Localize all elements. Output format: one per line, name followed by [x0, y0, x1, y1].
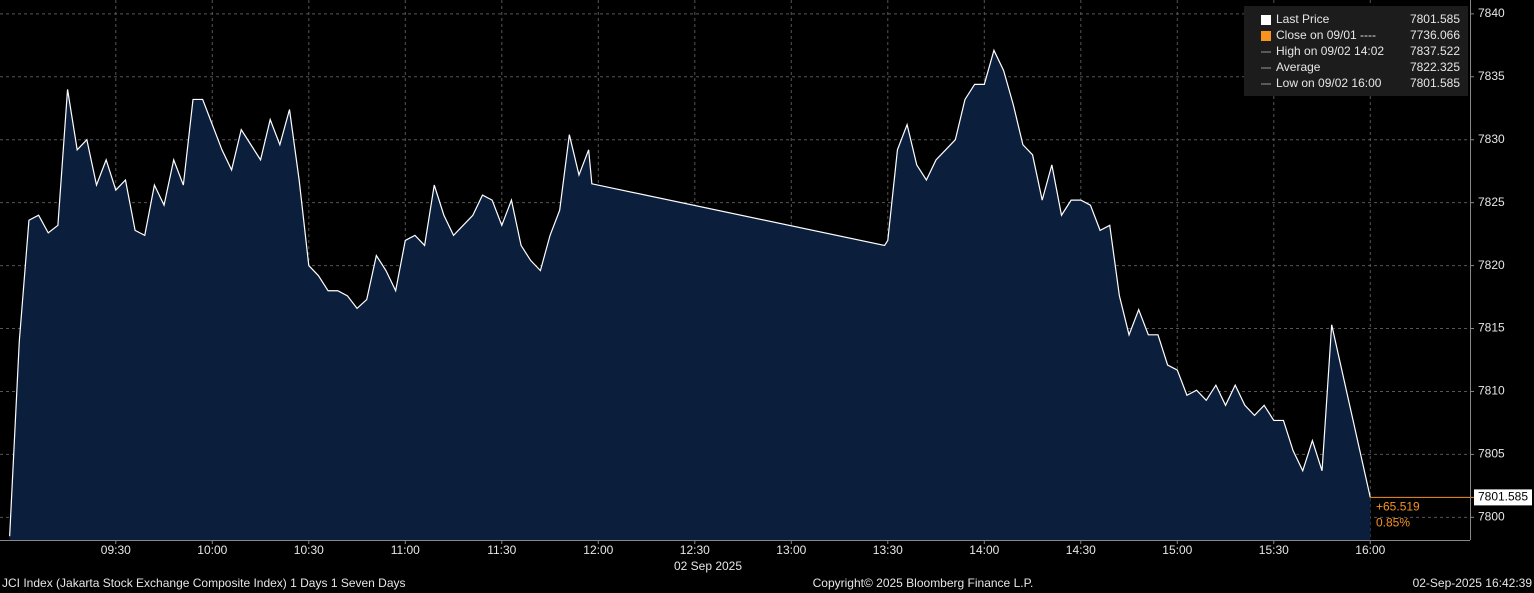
y-tick-label: 7835: [1478, 69, 1505, 83]
last-price-box: [1474, 489, 1532, 506]
y-tick-label: 7810: [1478, 384, 1505, 398]
axes: 7800 7805 7810 7815 7820 7825 7830 7835 7840 09:3…: [101, 6, 1532, 557]
x-tick-label: 15:00: [1162, 543, 1192, 557]
legend-icon: [1261, 15, 1271, 25]
y-tick-label: 7815: [1478, 321, 1505, 335]
legend-label: Low on 09/02 16:00: [1276, 76, 1382, 90]
x-tick-label: 10:30: [294, 543, 324, 557]
legend-label: High on 09/02 14:02: [1276, 44, 1384, 58]
x-tick-label: 12:30: [680, 543, 710, 557]
legend-value: 7801.585: [1410, 12, 1460, 26]
x-tick-label: 14:30: [1066, 543, 1096, 557]
area: [9, 50, 1371, 540]
legend-value: 7837.522: [1410, 44, 1460, 58]
x-tick-label: 11:00: [391, 543, 420, 557]
line: [9, 48, 1371, 537]
x-tick-label: 10:00: [197, 543, 227, 557]
footer-center: Copyright© 2025 Bloomberg Finance L.P.: [813, 576, 1034, 590]
x-tick-label: 15:30: [1259, 543, 1289, 557]
change-label: +65.519: [1376, 500, 1420, 514]
legend-value: 7801.585: [1410, 76, 1460, 90]
y-tick-label: 7820: [1478, 258, 1505, 272]
y-tick-label: 7830: [1478, 132, 1505, 146]
legend-label: Last Price: [1276, 12, 1330, 26]
footer-right: 02-Sep-2025 16:42:39: [1413, 576, 1533, 590]
last-price-label: 7801.585: [1478, 490, 1528, 504]
legend-box: [1244, 6, 1468, 96]
y-tick-label: 7805: [1478, 447, 1505, 461]
legend: Last Price 7801.585 Close on 09/01 ---- 773…: [1244, 6, 1468, 96]
legend-label: Average: [1276, 60, 1321, 74]
change-pct-label: 0.85%: [1376, 516, 1410, 530]
footer-left: JCI Index (Jakarta Stock Exchange Compos…: [2, 576, 406, 590]
x-tick-label: 09:30: [101, 543, 131, 557]
legend-value: 7736.066: [1410, 28, 1460, 42]
x-axis-label: 02 Sep 2025: [674, 559, 742, 573]
legend-icon: [1261, 31, 1271, 41]
plot: [9, 48, 1474, 540]
x-tick-label: 13:00: [776, 543, 806, 557]
legend-value: 7822.325: [1410, 60, 1460, 74]
y-tick-label: 7800: [1478, 510, 1505, 524]
y-tick-label: 7840: [1478, 6, 1505, 20]
x-tick-label: 12:00: [583, 543, 613, 557]
x-tick-label: 14:00: [969, 543, 999, 557]
x-tick-label: 13:30: [873, 543, 903, 557]
y-tick-label: 7825: [1478, 195, 1505, 209]
legend-label: Close on 09/01 ----: [1276, 28, 1376, 42]
x-tick-label: 11:30: [487, 543, 516, 557]
x-tick-label: 16:00: [1355, 543, 1385, 557]
